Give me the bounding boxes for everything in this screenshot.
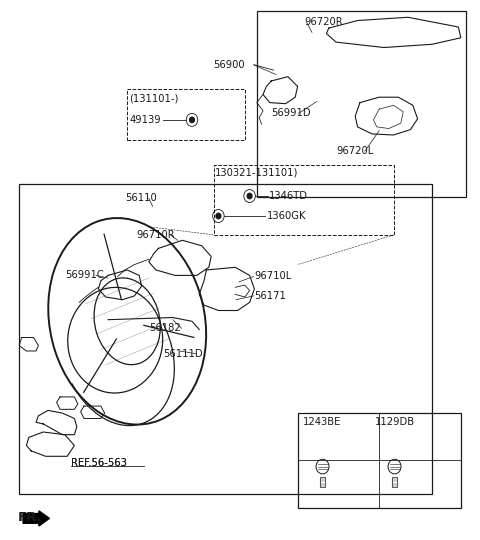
Bar: [19, 184, 432, 494]
Text: 56111D: 56111D: [163, 349, 203, 359]
Text: 1129DB: 1129DB: [374, 417, 415, 427]
Text: 1360GK: 1360GK: [266, 211, 306, 221]
Text: 56991D: 56991D: [271, 109, 311, 118]
Bar: [392, 477, 397, 487]
Text: 56110: 56110: [125, 193, 156, 203]
Text: 1243BE: 1243BE: [303, 417, 342, 427]
Text: 96710L: 96710L: [254, 272, 292, 281]
Text: REF.56-563: REF.56-563: [71, 458, 127, 468]
Bar: [257, 11, 466, 197]
Circle shape: [190, 117, 194, 123]
Text: FR.: FR.: [18, 511, 43, 524]
Bar: [127, 89, 245, 140]
Text: 96720R: 96720R: [305, 17, 343, 26]
Bar: [320, 477, 325, 487]
Text: 1346TD: 1346TD: [269, 191, 308, 201]
Circle shape: [247, 193, 252, 199]
Text: 96710R: 96710R: [137, 230, 175, 240]
Text: 96720L: 96720L: [336, 146, 373, 156]
Bar: [214, 165, 394, 235]
Text: 49139: 49139: [130, 115, 161, 125]
Text: 56182: 56182: [149, 323, 180, 333]
FancyArrow shape: [23, 511, 49, 526]
Circle shape: [216, 213, 221, 219]
Text: REF.56-563: REF.56-563: [71, 458, 127, 468]
Text: 130321-131101): 130321-131101): [215, 168, 299, 178]
Bar: [298, 413, 461, 508]
Text: 56991C: 56991C: [65, 271, 104, 280]
Text: (131101-): (131101-): [130, 93, 179, 103]
Text: 56171: 56171: [254, 291, 286, 301]
Text: 56900: 56900: [214, 60, 245, 70]
